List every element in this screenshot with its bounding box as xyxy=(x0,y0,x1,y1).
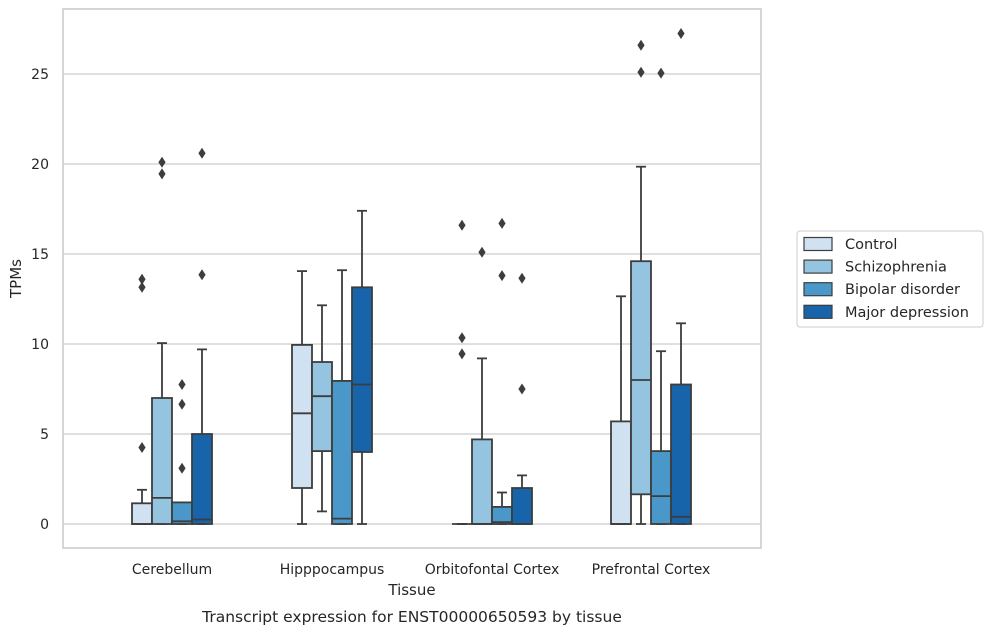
outlier-point xyxy=(178,462,186,474)
chart-caption: Transcript expression for ENST0000065059… xyxy=(201,608,622,626)
outlier-point xyxy=(498,217,506,229)
y-tick-label: 20 xyxy=(31,157,49,173)
legend-item: Major depression xyxy=(803,304,969,321)
outlier-point xyxy=(158,168,166,180)
box-major-depression xyxy=(670,28,692,525)
legend-swatch xyxy=(803,236,833,252)
box-schizophrenia xyxy=(630,39,652,525)
box-schizophrenia xyxy=(471,246,493,525)
box-body xyxy=(610,420,632,525)
box-control xyxy=(452,219,472,525)
outlier-point xyxy=(178,379,186,390)
y-tick-label: 25 xyxy=(31,67,49,83)
box-body xyxy=(291,343,313,489)
outlier-point xyxy=(138,281,146,293)
box-control xyxy=(131,273,153,525)
outlier-point xyxy=(458,219,466,231)
box-bipolar-disorder xyxy=(171,379,193,525)
y-axis-label: TPMs xyxy=(7,259,25,299)
y-tick-label: 5 xyxy=(40,427,49,443)
outlier-point xyxy=(458,348,466,360)
box-body xyxy=(630,260,652,496)
outlier-point xyxy=(198,147,206,159)
outlier-point xyxy=(178,398,186,410)
legend-swatch xyxy=(803,282,833,297)
y-tick-label: 15 xyxy=(31,247,49,263)
plot-frame xyxy=(62,8,762,549)
legend-item: Control xyxy=(803,236,897,253)
legend-item: Bipolar disorder xyxy=(803,282,960,298)
box-bipolar-disorder xyxy=(491,217,513,525)
legend-label: Bipolar disorder xyxy=(845,282,960,298)
legend-label: Major depression xyxy=(845,305,969,321)
box-body xyxy=(650,450,672,525)
box-body xyxy=(331,379,353,525)
x-tick-label: Prefrontal Cortex xyxy=(592,562,711,578)
outlier-point xyxy=(637,39,645,51)
legend-label: Control xyxy=(845,237,897,253)
outlier-point xyxy=(478,246,486,258)
x-tick-label: Orbitofontal Cortex xyxy=(425,562,560,578)
outlier-point xyxy=(637,66,645,78)
outlier-point xyxy=(138,273,146,285)
box-body xyxy=(511,487,533,525)
box-body xyxy=(131,502,153,525)
legend-swatch xyxy=(803,259,833,274)
outlier-point xyxy=(518,383,526,395)
box-major-depression xyxy=(511,272,533,525)
legend: Control Schizophrenia Bipolar disorder Majo… xyxy=(796,230,984,328)
box-schizophrenia xyxy=(311,304,333,513)
box-control xyxy=(291,270,313,525)
boxes xyxy=(131,28,692,525)
box-major-depression xyxy=(351,209,373,525)
legend-label: Schizophrenia xyxy=(845,260,947,276)
x-axis-label: Tissue xyxy=(387,581,435,599)
box-body xyxy=(191,433,213,525)
y-tick-labels: 0 5 10 15 20 25 xyxy=(31,67,49,533)
box-body xyxy=(471,438,493,525)
y-tick-label: 10 xyxy=(31,337,49,353)
box-bipolar-disorder xyxy=(331,269,353,525)
outlier-point xyxy=(677,28,685,39)
y-tick-label: 0 xyxy=(40,517,49,533)
box-body xyxy=(311,361,333,452)
outlier-point xyxy=(518,272,526,284)
outlier-point xyxy=(458,332,466,344)
box-control xyxy=(610,295,632,525)
box-body xyxy=(151,397,173,525)
outlier-point xyxy=(657,67,665,79)
outlier-point xyxy=(158,156,166,168)
box-schizophrenia xyxy=(151,156,173,525)
box-bipolar-disorder xyxy=(650,67,672,525)
legend-frame xyxy=(796,230,984,328)
box-major-depression xyxy=(191,147,213,525)
x-tick-label: Hipppocampus xyxy=(280,562,385,578)
outlier-point xyxy=(498,270,506,282)
legend-item: Schizophrenia xyxy=(803,259,947,276)
legend-swatch xyxy=(803,304,833,319)
x-tick-label: Cerebellum xyxy=(132,562,212,578)
x-tick-labels: Cerebellum Hipppocampus Orbitofontal Corte… xyxy=(132,562,710,578)
box-body xyxy=(351,286,373,453)
outlier-point xyxy=(198,269,206,281)
box-body xyxy=(670,383,692,525)
outlier-point xyxy=(138,442,146,453)
